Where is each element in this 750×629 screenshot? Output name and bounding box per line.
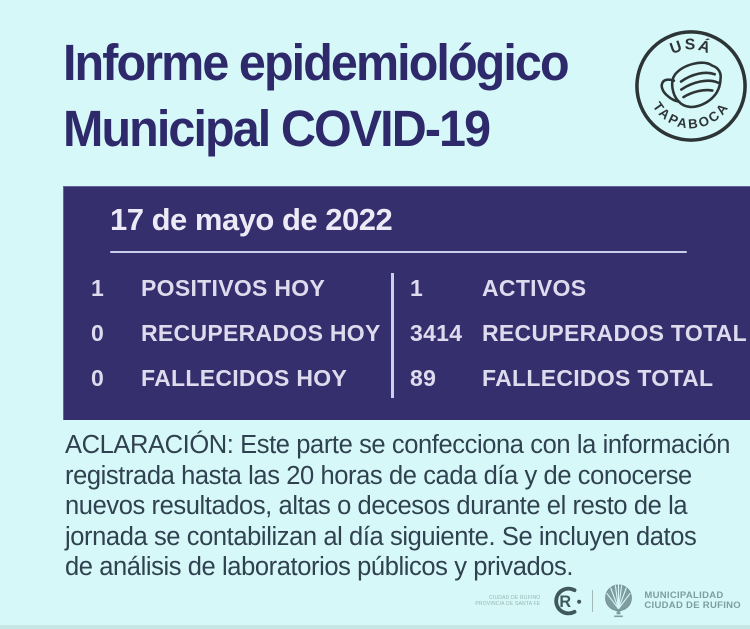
stat-row-positivos-hoy: 1 POSITIVOS HOY (64, 266, 391, 311)
cr-logo-letter: R (560, 593, 572, 611)
stat-value: 1 (410, 275, 424, 301)
municipalidad-line2: CIUDAD DE RUFINO (644, 600, 741, 611)
badge-circle (635, 30, 747, 142)
usa-tapaboca-badge: USÁ TAPABOCA (632, 26, 750, 146)
stats-today-column: 1 POSITIVOS HOY 0 RECUPERADOS HOY 0 FALL… (64, 266, 391, 401)
municipalidad-line1: MUNICIPALIDAD (644, 590, 724, 601)
stats-vertical-divider (391, 273, 394, 398)
ciudad-rufino-cr-logo-icon: R (554, 586, 582, 616)
stat-value: 89 (410, 365, 437, 391)
stat-value: 3414 (410, 320, 463, 346)
face-mask-icon (660, 61, 722, 109)
page-title-line1: Informe epidemiológico (63, 34, 570, 91)
stat-row-activos: 1 ACTIVOS (394, 266, 750, 311)
stat-row-fallecidos-total: 89 FALLECIDOS TOTAL (394, 356, 750, 401)
footer-logos: CIUDAD DE RUFINO PROVINCIA DE SANTA FE R (475, 582, 741, 620)
province-seal-line2: PROVINCIA DE SANTA FE (475, 601, 541, 607)
disclaimer-text: ACLARACIÓN: Este parte se confecciona co… (65, 431, 731, 581)
stat-row-recuperados-hoy: 0 RECUPERADOS HOY (64, 311, 391, 356)
stats-total-column: 1 ACTIVOS 3414 RECUPERADOS TOTAL 89 FALL… (394, 266, 750, 401)
stat-label: RECUPERADOS HOY (141, 320, 381, 346)
badge-bottom-text: TAPABOCA (650, 99, 732, 132)
municipalidad-wordmark: MUNICIPALIDAD CIUDAD DE RUFINO (644, 591, 741, 611)
page-title: Informe epidemiológico Municipal COVID-1… (63, 30, 570, 162)
province-seal-line1: CIUDAD DE RUFINO (489, 595, 541, 601)
stat-label: FALLECIDOS TOTAL (482, 365, 714, 391)
badge-svg: USÁ TAPABOCA (635, 30, 747, 142)
stat-value: 0 (91, 320, 105, 346)
municipalidad-sun-emblem-icon (605, 584, 633, 618)
stat-label: ACTIVOS (482, 275, 587, 301)
date-underline (110, 251, 687, 253)
stat-row-fallecidos-hoy: 0 FALLECIDOS HOY (64, 356, 391, 401)
province-seal-text: CIUDAD DE RUFINO PROVINCIA DE SANTA FE (475, 595, 540, 607)
report-panel: 17 de mayo de 2022 1 POSITIVOS HOY 0 REC… (63, 186, 750, 420)
stat-label: RECUPERADOS TOTAL (482, 320, 747, 346)
footer-divider (592, 590, 594, 612)
bottom-edge-strip (0, 625, 750, 629)
page-title-line2: Municipal COVID-19 (63, 100, 491, 157)
report-date: 17 de mayo de 2022 (110, 202, 393, 237)
stat-value: 0 (91, 365, 105, 391)
stats-grid: 1 POSITIVOS HOY 0 RECUPERADOS HOY 0 FALL… (64, 266, 750, 401)
stat-row-recuperados-total: 3414 RECUPERADOS TOTAL (394, 311, 750, 356)
stat-label: FALLECIDOS HOY (141, 365, 348, 391)
badge-top-text: USÁ (668, 35, 715, 57)
stat-label: POSITIVOS HOY (141, 275, 326, 301)
stat-value: 1 (91, 275, 105, 301)
